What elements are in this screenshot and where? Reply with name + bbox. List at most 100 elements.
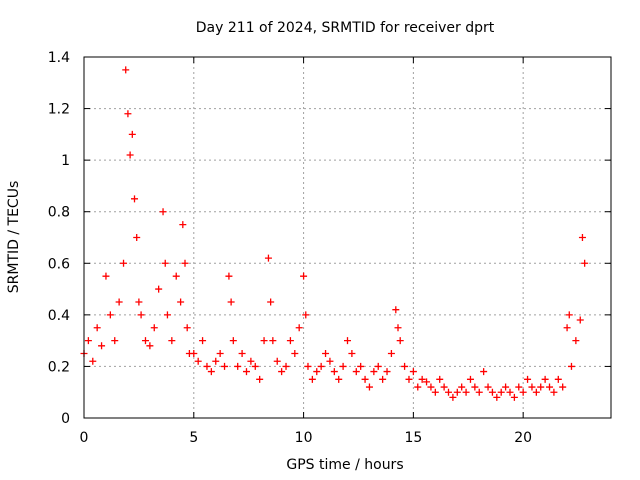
data-point bbox=[273, 357, 281, 365]
data-point bbox=[449, 393, 457, 401]
data-point bbox=[313, 368, 321, 376]
data-point bbox=[183, 324, 191, 332]
data-point bbox=[207, 368, 215, 376]
data-point bbox=[578, 234, 586, 241]
y-tick-label: 0.6 bbox=[48, 256, 70, 272]
data-point bbox=[177, 298, 185, 306]
data-point bbox=[227, 298, 235, 306]
data-point bbox=[436, 375, 444, 383]
data-point bbox=[124, 110, 132, 118]
data-point bbox=[344, 337, 351, 345]
data-point bbox=[405, 375, 413, 383]
data-point bbox=[102, 272, 110, 280]
data-point bbox=[269, 337, 277, 345]
data-point bbox=[383, 368, 391, 376]
data-point bbox=[431, 388, 439, 396]
grid bbox=[84, 57, 611, 418]
y-axis-label: SRMTID / TECUs bbox=[6, 181, 22, 294]
data-point bbox=[126, 151, 134, 159]
data-point bbox=[128, 130, 136, 138]
data-point bbox=[106, 311, 114, 319]
data-point bbox=[190, 350, 198, 358]
y-tick-label: 1.4 bbox=[48, 50, 70, 66]
data-point bbox=[159, 208, 167, 216]
data-point bbox=[480, 368, 488, 376]
y-tick-label: 0.8 bbox=[48, 205, 70, 221]
data-point bbox=[348, 350, 356, 358]
data-point bbox=[212, 357, 220, 365]
data-point bbox=[93, 324, 101, 332]
data-point bbox=[229, 337, 237, 345]
data-point bbox=[392, 306, 400, 314]
data-point bbox=[295, 324, 303, 332]
data-point bbox=[89, 357, 97, 365]
data-point bbox=[335, 375, 343, 383]
plot-frame bbox=[83, 56, 612, 419]
data-point bbox=[168, 337, 176, 345]
data-point bbox=[282, 362, 290, 370]
data-point bbox=[471, 383, 479, 391]
data-point bbox=[267, 298, 275, 306]
y-tick-label: 1 bbox=[61, 153, 70, 169]
data-point bbox=[453, 388, 461, 396]
data-point bbox=[532, 388, 540, 396]
data-point bbox=[247, 357, 255, 365]
data-point bbox=[357, 362, 365, 370]
data-point bbox=[302, 311, 310, 319]
ticks: 0 0.2 0.4 0.6 0.8 1 1.2 1.4 0 5 10 15 20 bbox=[48, 50, 611, 446]
data-point bbox=[308, 375, 316, 383]
data-point bbox=[401, 362, 409, 370]
y-tick-label: 0.2 bbox=[48, 359, 70, 375]
data-point bbox=[122, 66, 130, 74]
data-point bbox=[111, 337, 119, 345]
data-point bbox=[322, 350, 330, 358]
data-point bbox=[216, 350, 224, 358]
data-point bbox=[133, 234, 141, 241]
data-point bbox=[563, 324, 571, 332]
x-tick-label: 0 bbox=[80, 430, 89, 446]
data-point bbox=[150, 324, 158, 332]
data-point bbox=[484, 383, 492, 391]
data-point bbox=[120, 259, 128, 267]
y-tick-label: 0.4 bbox=[48, 308, 70, 324]
data-point bbox=[330, 368, 338, 376]
x-tick-label: 15 bbox=[404, 430, 422, 446]
data-point bbox=[242, 368, 250, 376]
data-point bbox=[339, 362, 347, 370]
data-point bbox=[458, 383, 466, 391]
data-point bbox=[379, 375, 387, 383]
data-point bbox=[445, 388, 453, 396]
data-point bbox=[396, 337, 404, 345]
data-point bbox=[427, 383, 435, 391]
data-point bbox=[179, 221, 187, 229]
data-point bbox=[497, 388, 505, 396]
data-point bbox=[146, 342, 154, 350]
x-axis-label: GPS time / hours bbox=[286, 457, 403, 473]
data-point bbox=[524, 375, 532, 383]
data-point bbox=[286, 337, 294, 345]
data-point bbox=[141, 337, 149, 345]
data-point bbox=[163, 311, 171, 319]
data-point bbox=[488, 388, 496, 396]
data-point bbox=[135, 298, 143, 306]
data-point bbox=[541, 375, 549, 383]
data-point bbox=[374, 362, 382, 370]
data-point bbox=[161, 259, 169, 267]
data-point bbox=[440, 383, 448, 391]
data-point bbox=[466, 375, 474, 383]
data-point bbox=[352, 368, 360, 376]
data-point bbox=[370, 368, 378, 376]
data-point bbox=[559, 383, 567, 391]
data-point bbox=[423, 378, 431, 386]
data-point bbox=[155, 285, 163, 293]
data-point bbox=[387, 350, 395, 358]
data-point bbox=[203, 362, 211, 370]
x-tick-label: 5 bbox=[189, 430, 198, 446]
data-point bbox=[199, 337, 207, 345]
data-point bbox=[172, 272, 180, 280]
data-point bbox=[394, 324, 402, 332]
x-tick-label: 20 bbox=[514, 430, 532, 446]
data-point bbox=[300, 272, 308, 280]
data-point bbox=[260, 337, 268, 345]
